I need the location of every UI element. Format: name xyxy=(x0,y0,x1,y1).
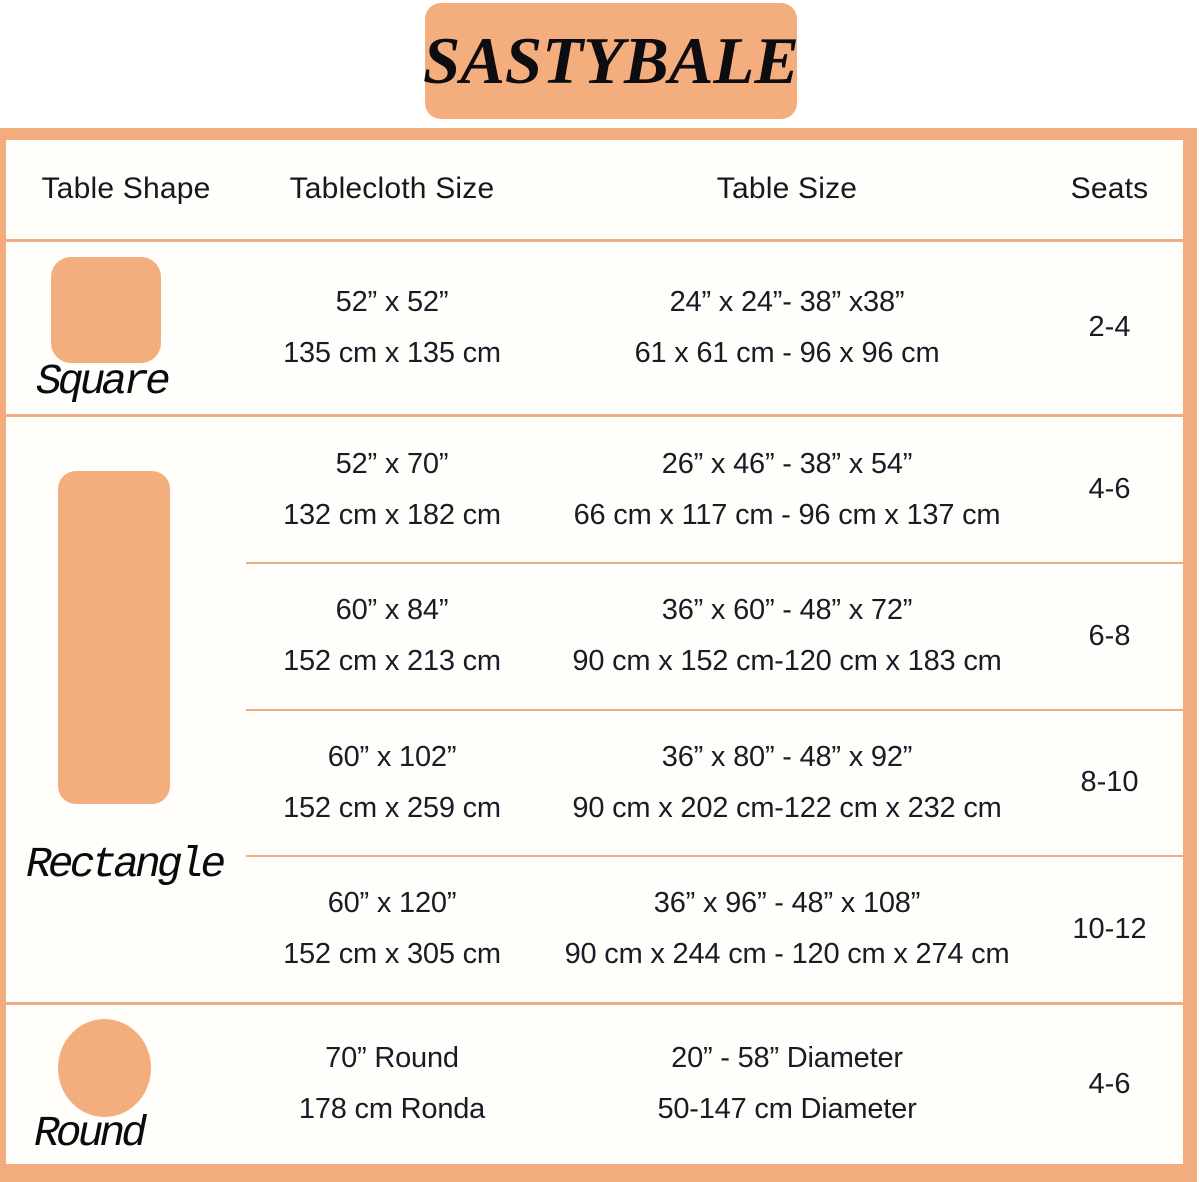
table-size-cm: 90 cm x 202 cm-122 cm x 232 cm xyxy=(572,791,1002,824)
tablecloth-size-inches: 60” x 120” xyxy=(327,887,457,920)
column-header-seats: Seats xyxy=(1036,140,1183,242)
tablecloth-size-inches: 60” x 84” xyxy=(335,594,449,627)
table-row-round: Round 70” Round 178 cm Ronda 20” - 58” D… xyxy=(6,1003,1183,1164)
tablecloth-size-inches: 52” x 70” xyxy=(335,447,449,480)
shape-cell-square: Square xyxy=(6,240,246,418)
shape-cell-round: Round xyxy=(6,1003,246,1164)
table-size-inches: 26” x 46” - 38” x 54” xyxy=(661,447,913,480)
circle-icon xyxy=(58,1018,151,1117)
table-size-cm: 90 cm x 152 cm-120 cm x 183 cm xyxy=(572,645,1002,678)
tablecloth-size-cm: 152 cm x 213 cm xyxy=(283,645,501,678)
brand-logo: SASTYBALE xyxy=(422,3,800,119)
table-size-inches: 24” x 24”- 38” x38” xyxy=(669,285,905,318)
brand-logo-text: SASTYBALE xyxy=(422,23,800,98)
header-row: Table Shape Tablecloth Size Table Size S… xyxy=(6,140,1183,242)
table-row-rectangle-2: 60” x 84” 152 cm x 213 cm 36” x 60” - 48… xyxy=(6,561,1183,710)
seats-cell: 6-8 xyxy=(1036,561,1183,710)
tablecloth-size-cm: 135 cm x 135 cm xyxy=(283,336,501,369)
seats-cell: 4-6 xyxy=(1088,1067,1131,1100)
table-size-inches: 36” x 80” - 48” x 92” xyxy=(661,740,913,773)
table-size-cell: 26” x 46” - 38” x 54” 66 cm x 117 cm - 9… xyxy=(538,416,1036,563)
tablecloth-size-inches: 52” x 52” xyxy=(335,285,449,318)
column-header-tablecloth-size: Tablecloth Size xyxy=(246,140,538,242)
tablecloth-size-cell: 52” x 70” 132 cm x 182 cm xyxy=(246,416,538,563)
size-chart-table: Table Shape Tablecloth Size Table Size S… xyxy=(6,140,1183,1164)
table-row-rectangle-1: Rectangle 52” x 70” 132 cm x 182 cm 26” … xyxy=(6,415,1183,1005)
table-size-cell: 36” x 96” - 48” x 108” 90 cm x 244 cm - … xyxy=(538,855,1036,1005)
tablecloth-size-cm: 178 cm Ronda xyxy=(298,1093,486,1126)
tablecloth-size-cell: 70” Round 178 cm Ronda xyxy=(246,1003,538,1164)
tablecloth-size-cell: 52” x 52” 135 cm x 135 cm xyxy=(246,240,538,418)
table-row-rectangle-3: 60” x 102” 152 cm x 259 cm 36” x 80” - 4… xyxy=(6,708,1183,857)
tablecloth-size-cell: 60” x 102” 152 cm x 259 cm xyxy=(246,708,538,857)
shape-label-round: Round xyxy=(34,1108,147,1158)
table-row-rectangle-4: 60” x 120” 152 cm x 305 cm 36” x 96” - 4… xyxy=(6,855,1183,1005)
size-chart-frame: Table Shape Tablecloth Size Table Size S… xyxy=(0,128,1197,1182)
table-size-inches: 20” - 58” Diameter xyxy=(671,1042,903,1075)
tablecloth-size-cm: 132 cm x 182 cm xyxy=(283,498,501,531)
tablecloth-size-cell: 60” x 84” 152 cm x 213 cm xyxy=(246,561,538,710)
table-size-inches: 36” x 60” - 48” x 72” xyxy=(661,594,913,627)
table-size-cell: 24” x 24”- 38” x38” 61 x 61 cm - 96 x 96… xyxy=(538,240,1036,418)
column-header-table-size: Table Size xyxy=(538,140,1036,242)
tablecloth-size-cm: 152 cm x 259 cm xyxy=(283,791,501,824)
table-size-cm: 90 cm x 244 cm - 120 cm x 274 cm xyxy=(564,938,1010,971)
table-row-square: Square 52” x 52” 135 cm x 135 cm 24” x 2… xyxy=(6,240,1183,418)
seats-cell: 8-10 xyxy=(1036,708,1183,857)
tablecloth-size-cell: 60” x 120” 152 cm x 305 cm xyxy=(246,855,538,1005)
square-icon xyxy=(51,256,161,363)
shape-label-rectangle: Rectangle xyxy=(26,840,226,890)
table-size-cell: 20” - 58” Diameter 50-147 cm Diameter xyxy=(538,1003,1036,1164)
rectangle-icon xyxy=(58,471,170,805)
seats-cell: 4-6 xyxy=(1088,473,1131,506)
shape-cell-rectangle: Rectangle xyxy=(6,415,246,1005)
shape-label-square: Square xyxy=(36,356,171,406)
table-size-cm: 61 x 61 cm - 96 x 96 cm xyxy=(634,336,940,369)
table-size-cell: 36” x 80” - 48” x 92” 90 cm x 202 cm-122… xyxy=(538,708,1036,857)
table-size-inches: 36” x 96” - 48” x 108” xyxy=(653,887,921,920)
table-size-cm: 66 cm x 117 cm - 96 cm x 137 cm xyxy=(573,498,1001,531)
column-header-table-shape: Table Shape xyxy=(6,140,246,242)
seats-cell: 10-12 xyxy=(1036,855,1183,1005)
tablecloth-size-inches: 60” x 102” xyxy=(327,740,457,773)
tablecloth-size-cm: 152 cm x 305 cm xyxy=(283,938,501,971)
seats-cell: 2-4 xyxy=(1036,240,1183,418)
tablecloth-size-inches: 70” Round xyxy=(325,1042,459,1075)
table-size-cm: 50-147 cm Diameter xyxy=(657,1093,917,1126)
table-size-cell: 36” x 60” - 48” x 72” 90 cm x 152 cm-120… xyxy=(538,561,1036,710)
